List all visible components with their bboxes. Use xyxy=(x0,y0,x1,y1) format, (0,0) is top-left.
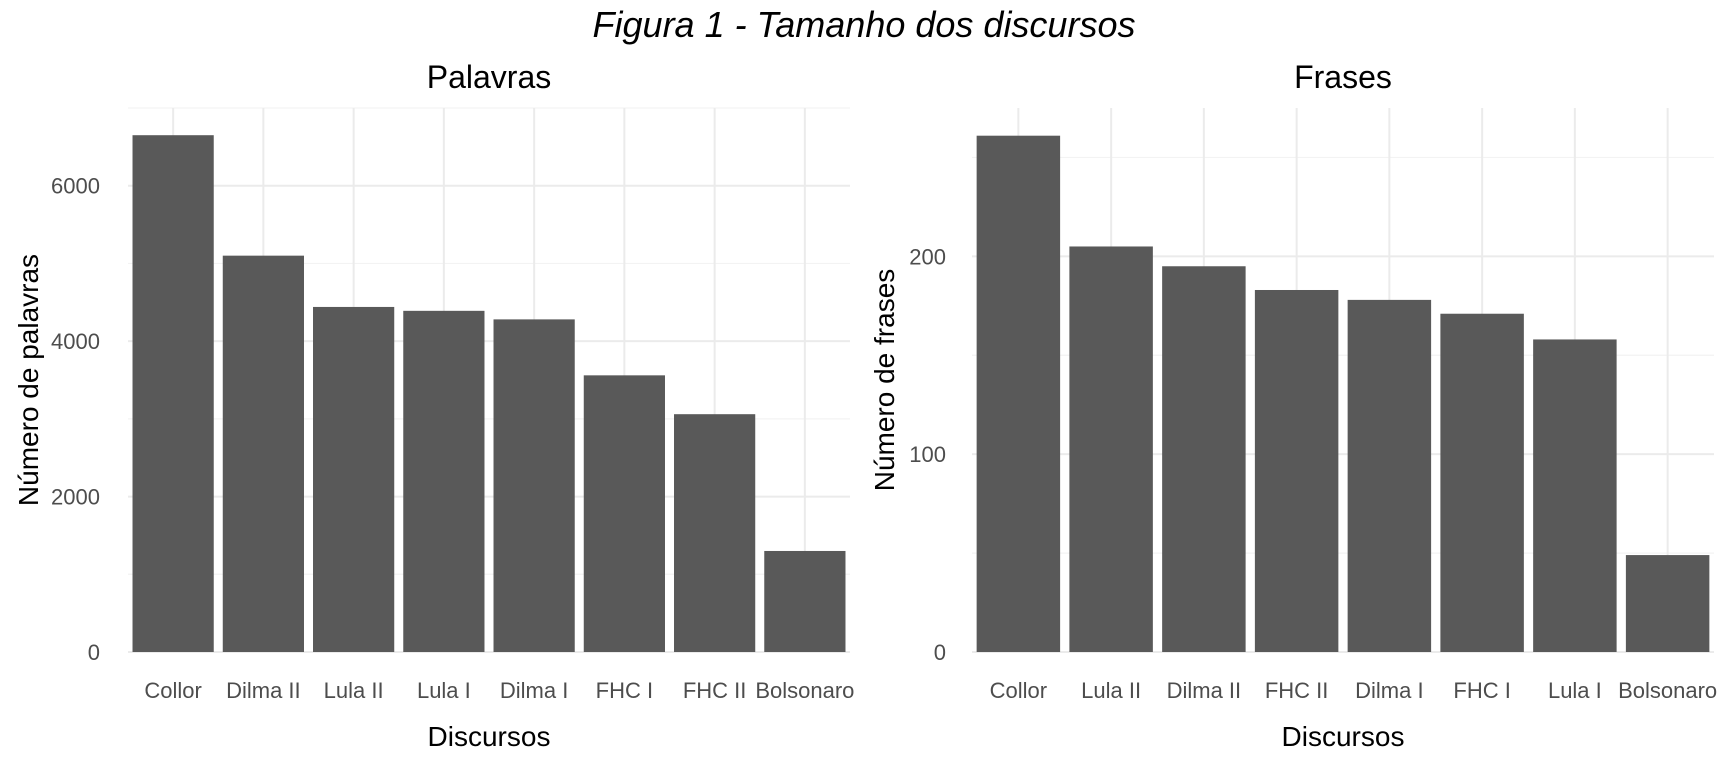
x-tick-label: Bolsonaro xyxy=(755,678,854,703)
y-tick-label: 4000 xyxy=(51,329,100,354)
bar-dilma-i xyxy=(493,319,575,652)
x-tick-label: Collor xyxy=(144,678,201,703)
y-tick-label: 100 xyxy=(909,442,946,467)
x-tick-label: Bolsonaro xyxy=(1618,678,1717,703)
x-tick-label: FHC II xyxy=(1265,678,1329,703)
x-tick-label: Dilma I xyxy=(1355,678,1423,703)
chart-frases: 0 100 200 Collor Lula II Dilma II FHC II Dilma… xyxy=(869,59,1717,752)
y-axis-title: Número de palavras xyxy=(13,254,44,506)
x-tick-label: FHC II xyxy=(683,678,747,703)
bar-collor xyxy=(132,135,214,652)
bar-collor xyxy=(976,135,1061,652)
x-axis-title: Discursos xyxy=(428,721,551,752)
y-tick-label: 0 xyxy=(88,640,100,665)
bar-fhc-i xyxy=(1440,313,1524,652)
y-tick-label: 0 xyxy=(934,640,946,665)
bar-fhc-ii xyxy=(1254,289,1339,652)
x-tick-label: Collor xyxy=(990,678,1047,703)
bar-fhc-ii xyxy=(674,414,756,652)
x-axis-title: Discursos xyxy=(1282,721,1405,752)
panel-title: Palavras xyxy=(427,59,552,95)
x-tick-label: Lula II xyxy=(1081,678,1141,703)
x-tick-label: Lula II xyxy=(324,678,384,703)
y-tick-label: 2000 xyxy=(51,485,100,510)
x-tick-label: FHC I xyxy=(1453,678,1510,703)
bar-lula-i xyxy=(403,310,485,652)
x-tick-label: Dilma II xyxy=(1167,678,1242,703)
x-tick-label: Lula I xyxy=(417,678,471,703)
bar-dilma-ii xyxy=(1162,266,1246,652)
bar-dilma-i xyxy=(1347,299,1432,652)
figure-title: Figura 1 - Tamanho dos discursos xyxy=(592,4,1136,45)
y-tick-label: 6000 xyxy=(51,174,100,199)
panel-title: Frases xyxy=(1294,59,1392,95)
x-tick-label: Lula I xyxy=(1548,678,1602,703)
bar-lula-i xyxy=(1533,339,1617,652)
bar-fhc-i xyxy=(583,375,665,652)
y-tick-label: 200 xyxy=(909,244,946,269)
x-tick-label: Dilma I xyxy=(500,678,568,703)
bar-lula-ii xyxy=(313,306,395,652)
x-tick-label: FHC I xyxy=(596,678,653,703)
x-tick-label: Dilma II xyxy=(226,678,301,703)
bar-bolsonaro xyxy=(764,550,846,652)
bar-bolsonaro xyxy=(1625,555,1710,652)
chart-palavras: 0 2000 4000 6000 Collor Dilma II Lula II Lula … xyxy=(13,59,854,752)
y-axis-title: Número de frases xyxy=(869,269,900,492)
bar-lula-ii xyxy=(1069,246,1153,653)
bar-dilma-ii xyxy=(222,255,304,652)
